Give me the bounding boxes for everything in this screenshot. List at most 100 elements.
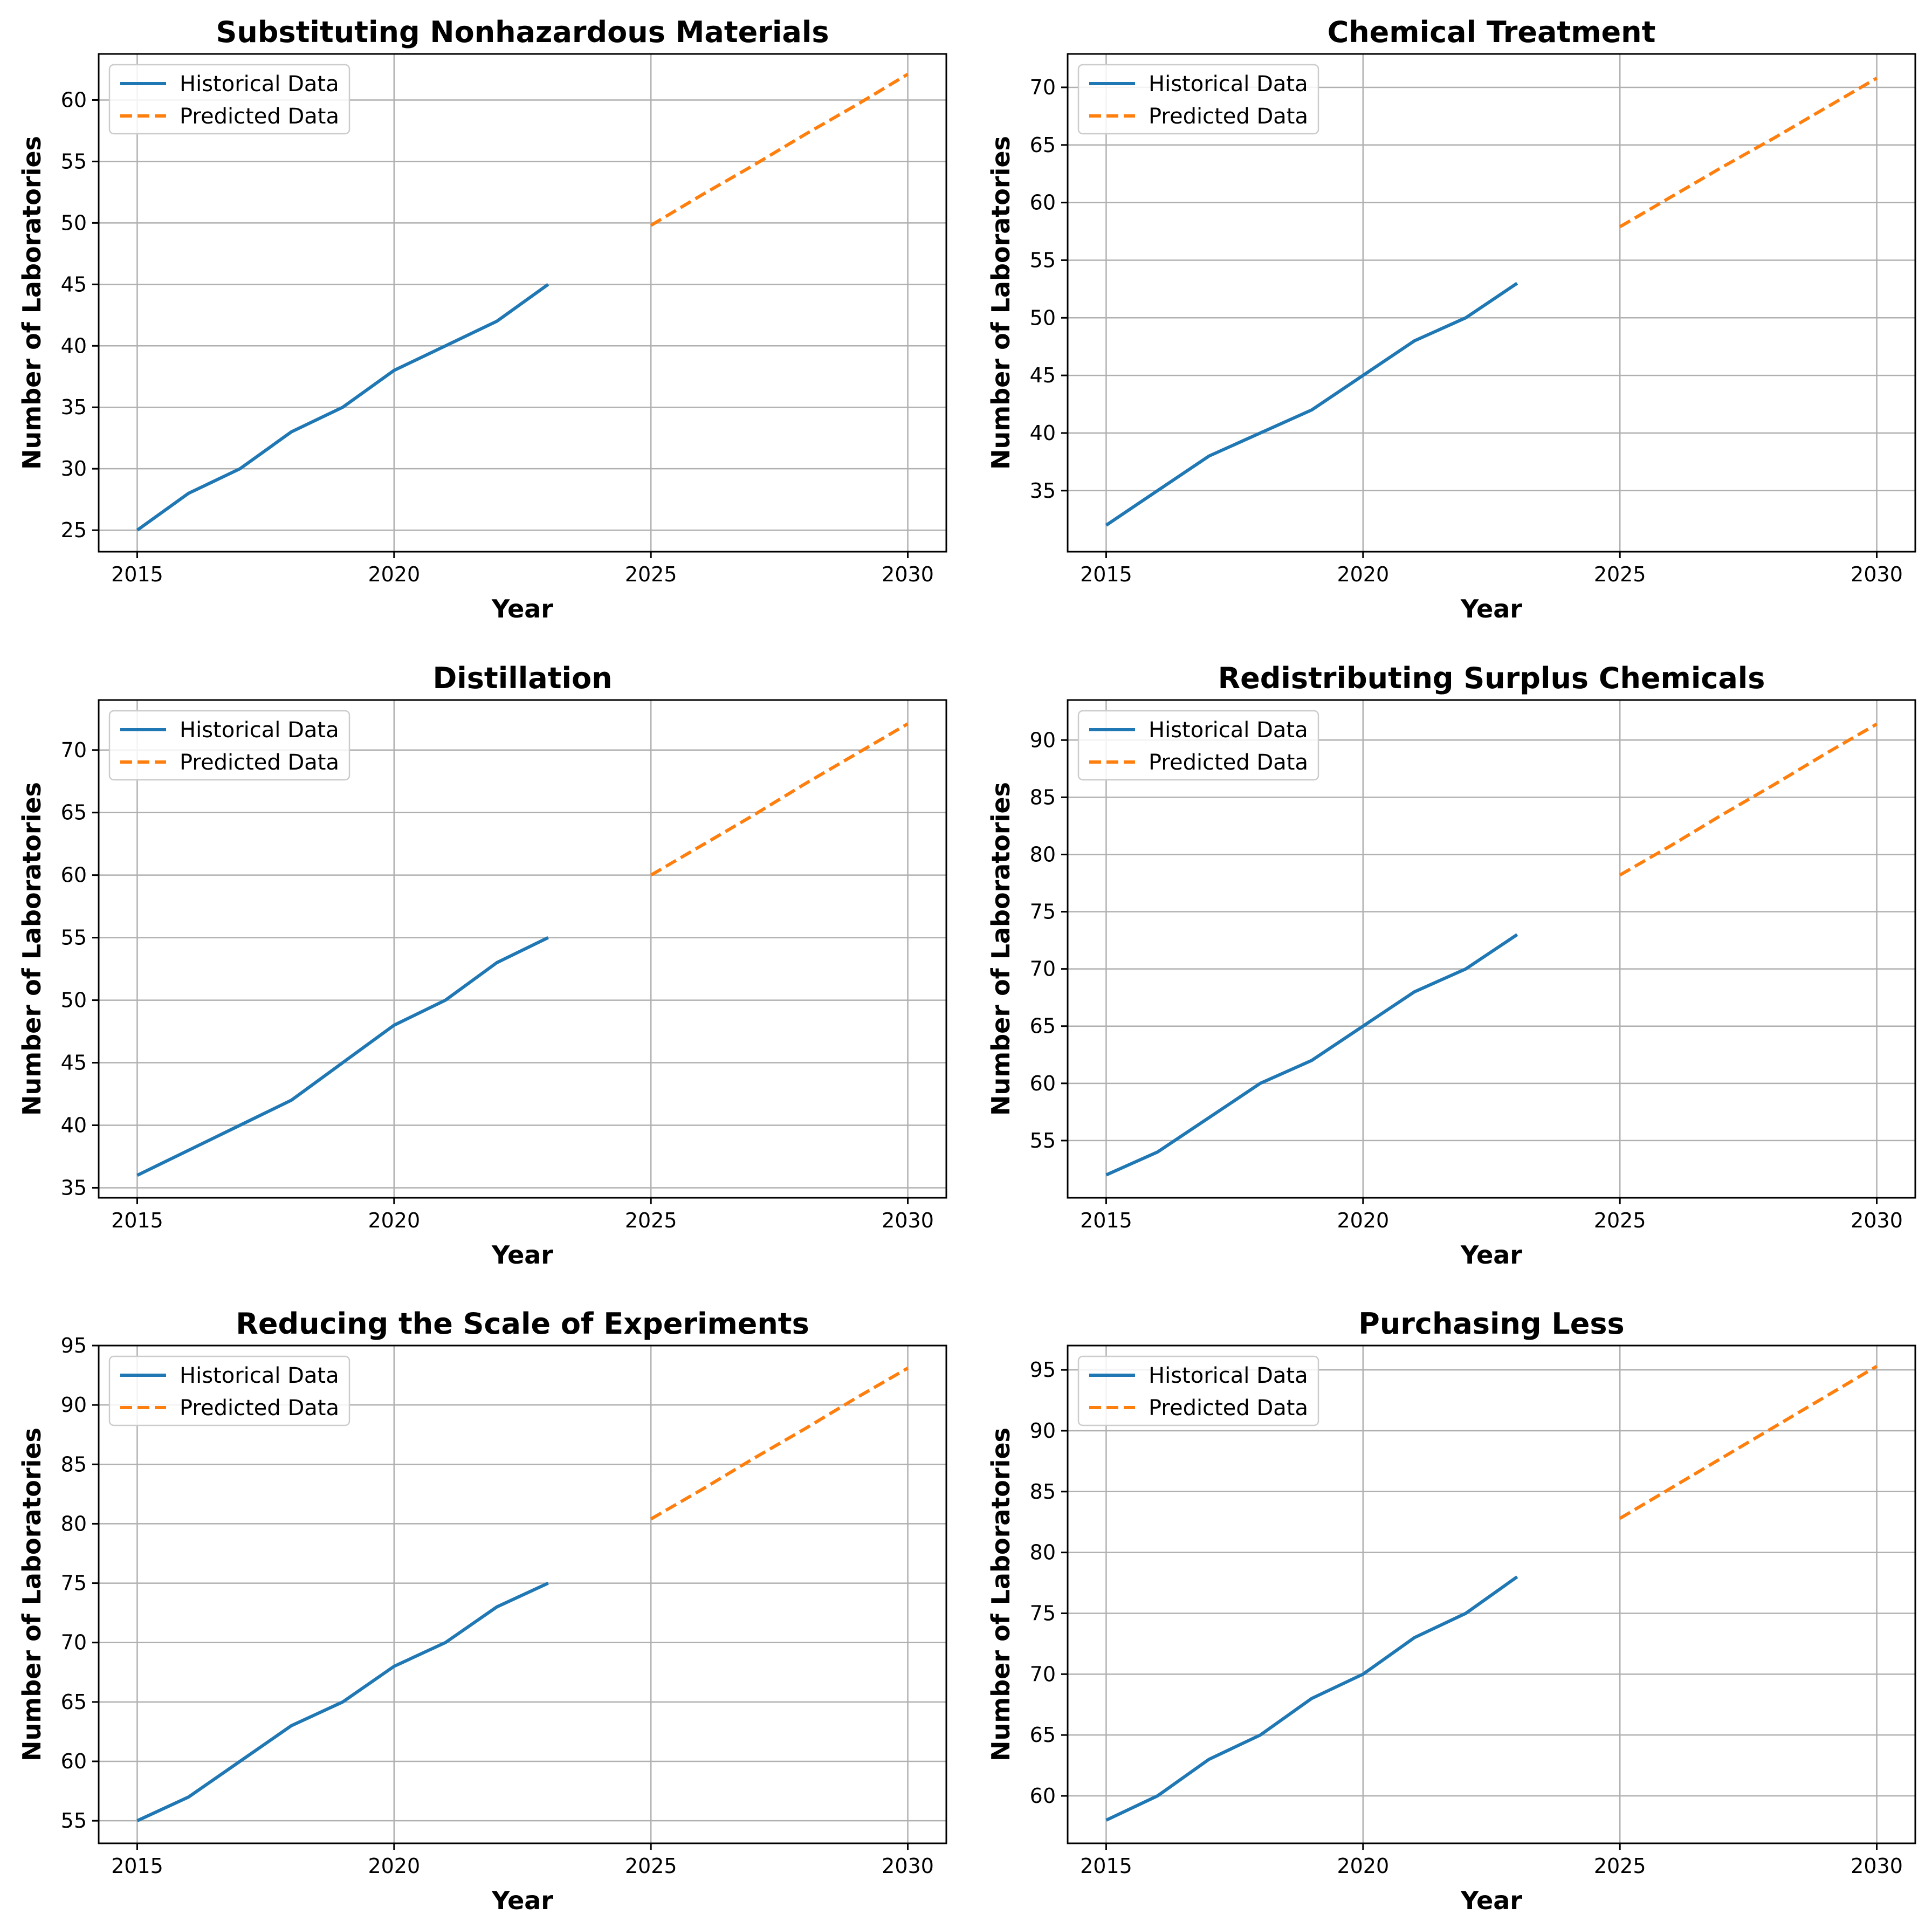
y-tick-label: 85 [61, 1452, 87, 1476]
y-tick-label: 75 [1030, 900, 1056, 924]
historical-data-line [136, 283, 549, 532]
y-tick-label: 60 [1030, 1784, 1056, 1808]
y-tick-label: 35 [61, 1176, 87, 1199]
x-tick-label: 2020 [368, 1209, 420, 1232]
y-tick-label: 95 [1030, 1358, 1056, 1382]
predicted-data-line [1619, 723, 1878, 877]
y-tick-label: 70 [61, 1631, 87, 1655]
x-tick-label: 2025 [625, 1209, 677, 1232]
grid [99, 700, 946, 1198]
predicted-data-line [650, 1367, 909, 1521]
y-tick-label: 80 [61, 1512, 87, 1535]
y-tick-label: 40 [61, 1113, 87, 1137]
y-tick-label: 55 [61, 149, 87, 173]
x-tick-label: 2015 [111, 1209, 163, 1232]
y-tick-label: 65 [61, 1690, 87, 1714]
x-axis-label: Year [1460, 1886, 1522, 1915]
x-tick-label: 2025 [1594, 1854, 1646, 1878]
historical-data-line [1105, 1575, 1518, 1822]
x-tick-label: 2025 [625, 1854, 677, 1878]
x-tick-label: 2015 [111, 1854, 163, 1878]
legend-label: Predicted Data [180, 1396, 339, 1421]
grid [1068, 1346, 1915, 1843]
y-tick-label: 75 [61, 1572, 87, 1595]
y-tick-label: 70 [1030, 957, 1056, 981]
plot-frame [98, 53, 947, 553]
predicted-data-line [650, 722, 909, 877]
x-axis-label: Year [1460, 594, 1522, 623]
y-tick-label: 85 [1030, 785, 1056, 809]
grid [1068, 54, 1915, 552]
y-tick-label: 80 [1030, 842, 1056, 866]
legend-label: Historical Data [1149, 1363, 1308, 1388]
y-axis-label: Number of Laboratories [986, 136, 1015, 470]
y-tick-label: 60 [61, 88, 87, 112]
plot-frame [1067, 53, 1916, 553]
legend: Historical Data Predicted Data [108, 1355, 350, 1426]
y-tick-label: 35 [61, 395, 87, 419]
x-axis-label: Year [491, 1886, 553, 1915]
y-tick-label: 50 [61, 211, 87, 235]
y-tick-label: 60 [1030, 1072, 1056, 1095]
y-axis-label: Number of Laboratories [986, 782, 1015, 1116]
plot-frame [98, 1344, 947, 1844]
plot-frame [98, 699, 947, 1199]
y-tick-label: 70 [61, 738, 87, 762]
legend-label: Predicted Data [1149, 1396, 1308, 1421]
legend-box [108, 710, 350, 781]
y-tick-label: 65 [61, 801, 87, 825]
y-tick-label: 25 [61, 518, 87, 542]
predicted-data-line [1619, 77, 1878, 229]
y-tick-label: 65 [1030, 1014, 1056, 1038]
y-tick-label: 40 [61, 334, 87, 358]
x-tick-label: 2020 [368, 1854, 420, 1878]
x-tick-label: 2015 [111, 562, 163, 586]
historical-data-line [136, 1581, 549, 1822]
y-tick-label: 70 [1030, 1662, 1056, 1686]
y-tick-label: 55 [1030, 248, 1056, 272]
y-tick-label: 50 [1030, 306, 1056, 330]
legend-label: Historical Data [1149, 72, 1308, 97]
subplot-1: 2015 2020 2025 2030 25 30 35 40 45 50 55 60 Substitu… [17, 15, 947, 623]
y-tick-label: 75 [1030, 1601, 1056, 1625]
y-tick-label: 40 [1030, 421, 1056, 445]
x-tick-label: 2030 [1851, 1854, 1903, 1878]
x-axis-label: Year [491, 1240, 553, 1270]
y-tick-label: 60 [1030, 191, 1056, 215]
legend: Historical Data Predicted Data [1077, 64, 1319, 135]
predicted-data-line [1619, 1364, 1878, 1520]
legend-box [1077, 1355, 1319, 1426]
historical-data-line [136, 936, 549, 1177]
x-tick-label: 2015 [1080, 1854, 1132, 1878]
subplot-6: 2015 2020 2025 2030 60 65 70 75 80 85 90 95 Purchasi… [986, 1307, 1916, 1915]
y-tick-label: 60 [61, 1749, 87, 1773]
chart-title: Purchasing Less [1358, 1307, 1624, 1341]
y-axis-label: Number of Laboratories [17, 1428, 46, 1761]
legend-label: Predicted Data [180, 104, 339, 129]
chart-title: Reducing the Scale of Experiments [236, 1307, 809, 1341]
x-tick-label: 2030 [882, 562, 934, 586]
x-tick-label: 2030 [1851, 562, 1903, 586]
y-axis-label: Number of Laboratories [986, 1428, 1015, 1761]
chart-title: Redistributing Surplus Chemicals [1218, 661, 1765, 695]
y-tick-label: 90 [1030, 1419, 1056, 1443]
y-tick-label: 30 [61, 457, 87, 481]
y-tick-label: 45 [61, 1051, 87, 1075]
y-tick-label: 70 [1030, 76, 1056, 99]
x-axis-label: Year [491, 594, 553, 623]
y-tick-label: 55 [61, 1809, 87, 1833]
subplot-5: 2015 2020 2025 2030 55 60 65 70 75 80 85 90 95 Reduci… [17, 1307, 947, 1915]
y-tick-label: 60 [61, 863, 87, 887]
x-tick-label: 2020 [1337, 1854, 1389, 1878]
legend-label: Historical Data [180, 72, 339, 97]
y-tick-label: 55 [61, 926, 87, 950]
y-tick-label: 80 [1030, 1541, 1056, 1565]
legend-label: Predicted Data [1149, 104, 1308, 129]
x-tick-label: 2025 [625, 562, 677, 586]
x-tick-label: 2025 [1594, 1209, 1646, 1232]
legend-label: Predicted Data [1149, 750, 1308, 775]
y-tick-label: 55 [1030, 1129, 1056, 1152]
legend: Historical Data Predicted Data [1077, 710, 1319, 781]
plot-frame [1067, 699, 1916, 1199]
